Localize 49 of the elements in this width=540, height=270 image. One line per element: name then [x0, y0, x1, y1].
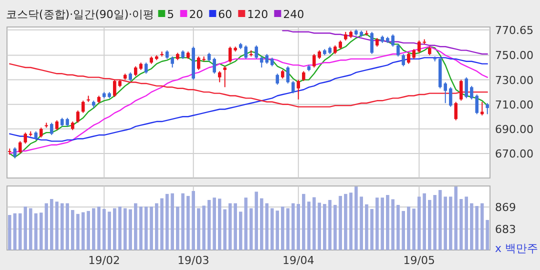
- y-tick-label: 710.00: [495, 98, 534, 112]
- chart-title: 코스닥(종합)·일간(90일)·이평: [6, 8, 154, 21]
- candlestick: [144, 62, 148, 74]
- candlestick: [170, 56, 174, 68]
- y-tick-label: 750.00: [495, 49, 534, 62]
- candlestick: [296, 79, 300, 100]
- candlestick: [486, 102, 489, 115]
- candlestick: [40, 127, 43, 138]
- candlestick: [55, 120, 59, 131]
- candlestick: [454, 101, 458, 121]
- y-tick-label: 683: [495, 222, 516, 236]
- candlestick: [370, 31, 374, 55]
- legend-label: 60: [218, 8, 232, 21]
- x-tick-label: 19/04: [282, 254, 314, 267]
- candlestick: [76, 110, 80, 124]
- candlestick: [254, 44, 258, 60]
- legend-label: 240: [283, 8, 304, 21]
- candlestick: [291, 80, 295, 94]
- candlestick: [448, 86, 452, 108]
- candlestick: [18, 140, 22, 154]
- y-tick-label: 730.00: [495, 74, 534, 87]
- y-tick-label: 690.00: [495, 122, 534, 136]
- candlestick: [464, 76, 468, 99]
- y-tick-label: 770.65: [495, 24, 534, 37]
- y-tick-label: 869: [495, 200, 516, 214]
- candlestick: [223, 66, 226, 88]
- text: x 백만주: [495, 242, 538, 255]
- line-series: [9, 63, 488, 108]
- candlestick: [480, 101, 484, 116]
- candlestick: [13, 146, 17, 159]
- candlestick: [82, 100, 85, 114]
- candlestick: [396, 44, 400, 57]
- candlestick: [24, 132, 28, 144]
- candlestick: [276, 73, 279, 86]
- candlestick: [286, 66, 290, 84]
- x-tick-label: 19/03: [178, 254, 210, 267]
- candlestick: [459, 79, 463, 102]
- candlestick: [302, 70, 306, 82]
- y-tick-label: 670.00: [495, 147, 534, 160]
- x-tick-label: 19/02: [88, 254, 120, 267]
- legend-label: 5: [167, 8, 174, 21]
- legend-label: 120: [247, 8, 268, 21]
- line-series: [282, 30, 488, 55]
- line-series: [9, 57, 488, 142]
- candlestick: [218, 70, 222, 83]
- x-tick-label: 19/05: [403, 254, 435, 267]
- candlestick: [402, 54, 405, 67]
- legend-label: 20: [189, 8, 204, 21]
- candlestick: [50, 122, 54, 136]
